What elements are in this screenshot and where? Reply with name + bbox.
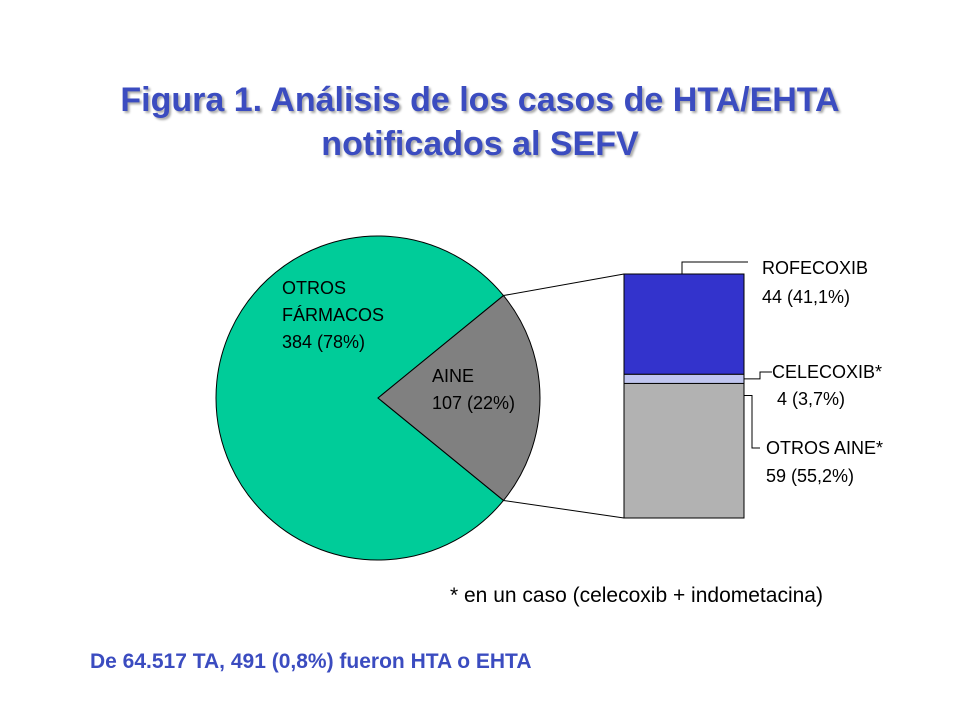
summary-text: De 64.517 TA, 491 (0,8%) fueron HTA o EH…	[90, 650, 532, 673]
pie-label-aine-line: 107 (22%)	[432, 393, 515, 413]
bar-segment-otros-aine	[623, 382, 745, 519]
chart-title-line-1: Figura 1. Análisis de los casos de HTA/E…	[120, 81, 840, 119]
bar-label-otros-aine-line: 59 (55,2%)	[766, 466, 854, 486]
bar-segment-rofecoxib	[623, 273, 745, 375]
pie-chart	[215, 235, 541, 561]
leader-line-rofecoxib	[681, 261, 748, 274]
pie-label-aine-line: AINE	[432, 366, 474, 386]
bar-label-celecoxib-line: 4 (3,7%)	[772, 389, 845, 409]
pie-slice-aine	[377, 294, 541, 502]
pie-slice-otros-farmacos	[215, 235, 505, 561]
bar-segment-celecoxib	[623, 373, 745, 384]
chart-title: Figura 1. Análisis de los casos de HTA/E…	[0, 78, 960, 166]
leader-line-otros-aine	[744, 394, 760, 449]
pie-label-otros-farmacos-line: 384 (78%)	[282, 332, 365, 352]
data-labels: OTROS FÁRMACOS 384 (78%) AINE 107 (22%) ROFEC…	[282, 258, 883, 486]
connector-line-bottom	[503, 499, 625, 519]
bar-label-otros-aine-line: OTROS AINE*	[766, 438, 883, 458]
stacked-bar	[623, 273, 745, 519]
pie-label-aine: AINE 107 (22%)	[432, 366, 515, 413]
footnote: * en un caso (celecoxib + indometacina)	[450, 584, 823, 607]
bar-label-rofecoxib-line: ROFECOXIB	[762, 258, 868, 278]
pie-label-otros-farmacos-line: FÁRMACOS	[282, 305, 384, 325]
bar-label-otros-aine: OTROS AINE* 59 (55,2%)	[766, 438, 883, 486]
connector-line-top	[503, 273, 625, 297]
leader-line-celecoxib	[744, 371, 772, 380]
pie-label-otros-farmacos-line: OTROS	[282, 278, 346, 298]
bar-label-celecoxib-line: CELECOXIB*	[772, 362, 882, 382]
chart-title-line-2: notificados al SEFV	[321, 125, 639, 163]
bar-label-celecoxib: CELECOXIB* 4 (3,7%)	[772, 362, 882, 409]
bar-label-rofecoxib-line: 44 (41,1%)	[762, 287, 850, 307]
pie-label-otros-farmacos: OTROS FÁRMACOS 384 (78%)	[282, 278, 384, 352]
pie-bar-connectors	[503, 261, 772, 519]
bar-label-rofecoxib: ROFECOXIB 44 (41,1%)	[762, 258, 868, 307]
